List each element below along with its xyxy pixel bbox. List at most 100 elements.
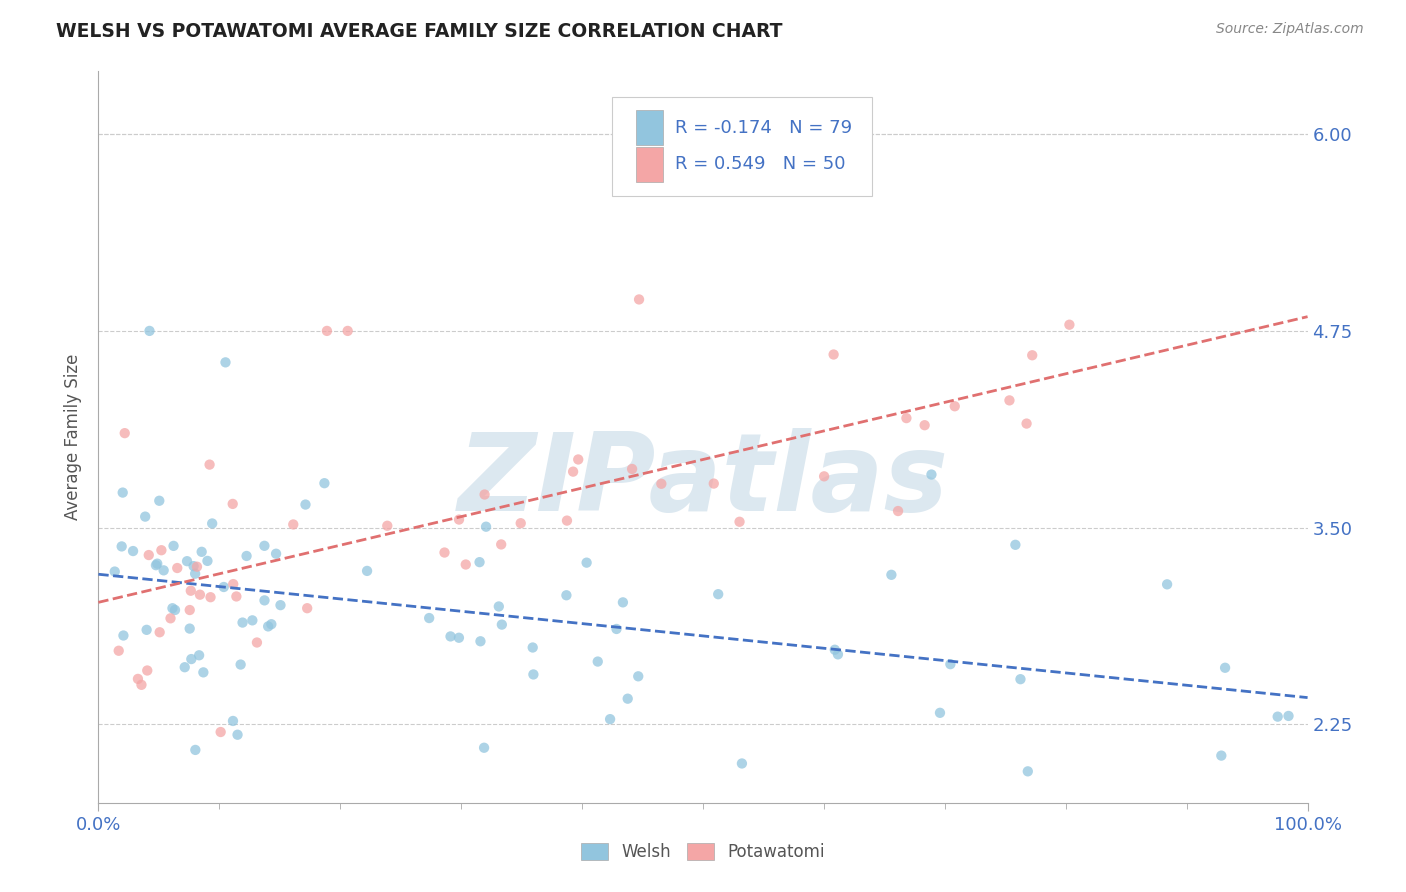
Point: [193, 665, 215, 680]
Point: [179, 622, 201, 636]
Point: [222, 577, 245, 591]
Point: [1017, 764, 1039, 779]
Point: [149, 625, 172, 640]
Point: [887, 504, 910, 518]
Text: ZIPatlas: ZIPatlas: [457, 428, 949, 534]
Point: [197, 554, 219, 568]
Point: [283, 517, 305, 532]
Point: [468, 555, 491, 569]
Point: [201, 516, 224, 531]
Point: [269, 598, 291, 612]
Point: [703, 476, 725, 491]
Point: [336, 324, 359, 338]
Point: [896, 411, 918, 425]
Point: [489, 537, 512, 551]
Point: [555, 514, 578, 528]
Point: [555, 588, 578, 602]
Point: [418, 611, 440, 625]
Point: [914, 418, 936, 433]
Point: [472, 740, 495, 755]
Point: [939, 657, 962, 672]
Point: [439, 629, 461, 643]
Point: [200, 591, 222, 605]
Point: [107, 644, 129, 658]
Point: [222, 497, 245, 511]
Point: [111, 540, 134, 554]
Point: [226, 728, 249, 742]
Point: [943, 399, 966, 413]
Point: [190, 545, 212, 559]
Point: [823, 347, 845, 361]
Point: [1277, 709, 1299, 723]
Point: [522, 667, 544, 681]
Point: [920, 467, 942, 482]
Point: [148, 493, 170, 508]
Point: [122, 544, 145, 558]
Point: [138, 324, 160, 338]
Point: [627, 669, 650, 683]
Point: [150, 543, 173, 558]
Point: [162, 539, 184, 553]
Point: [163, 603, 186, 617]
Point: [827, 648, 849, 662]
Point: [235, 549, 257, 563]
Point: [295, 601, 318, 615]
Point: [173, 660, 195, 674]
Point: [586, 655, 609, 669]
Point: [166, 561, 188, 575]
Point: [240, 613, 263, 627]
Point: [1021, 348, 1043, 362]
Point: [1010, 672, 1032, 686]
Point: [184, 566, 207, 581]
Point: [628, 293, 651, 307]
Point: [475, 519, 498, 533]
FancyBboxPatch shape: [637, 146, 664, 182]
Point: [229, 657, 252, 672]
Point: [356, 564, 378, 578]
Point: [621, 462, 644, 476]
Point: [454, 558, 477, 572]
Point: [294, 498, 316, 512]
Y-axis label: Average Family Size: Average Family Size: [65, 354, 83, 520]
Point: [183, 559, 205, 574]
Point: [152, 563, 174, 577]
Point: [127, 672, 149, 686]
Text: WELSH VS POTAWATOMI AVERAGE FAMILY SIZE CORRELATION CHART: WELSH VS POTAWATOMI AVERAGE FAMILY SIZE …: [56, 22, 783, 41]
Point: [474, 487, 496, 501]
Point: [134, 509, 156, 524]
Point: [260, 617, 283, 632]
Text: Source: ZipAtlas.com: Source: ZipAtlas.com: [1216, 22, 1364, 37]
Point: [488, 599, 510, 614]
Point: [375, 518, 398, 533]
Point: [222, 714, 245, 728]
Point: [253, 593, 276, 607]
Point: [188, 588, 211, 602]
Point: [145, 558, 167, 573]
Point: [198, 458, 221, 472]
Point: [650, 476, 672, 491]
Point: [433, 545, 456, 559]
Point: [470, 634, 492, 648]
Point: [146, 557, 169, 571]
Point: [184, 743, 207, 757]
Point: [522, 640, 544, 655]
Point: [104, 565, 127, 579]
Point: [813, 469, 835, 483]
Point: [209, 725, 232, 739]
Point: [179, 603, 201, 617]
Point: [246, 635, 269, 649]
Point: [567, 452, 589, 467]
Point: [728, 515, 751, 529]
Point: [1267, 709, 1289, 723]
Point: [731, 756, 754, 771]
Point: [214, 355, 236, 369]
Point: [1059, 318, 1081, 332]
Point: [112, 628, 135, 642]
Point: [998, 393, 1021, 408]
FancyBboxPatch shape: [613, 97, 872, 195]
Point: [314, 476, 336, 491]
Point: [491, 617, 513, 632]
Point: [253, 539, 276, 553]
Point: [131, 678, 153, 692]
Point: [232, 615, 254, 630]
